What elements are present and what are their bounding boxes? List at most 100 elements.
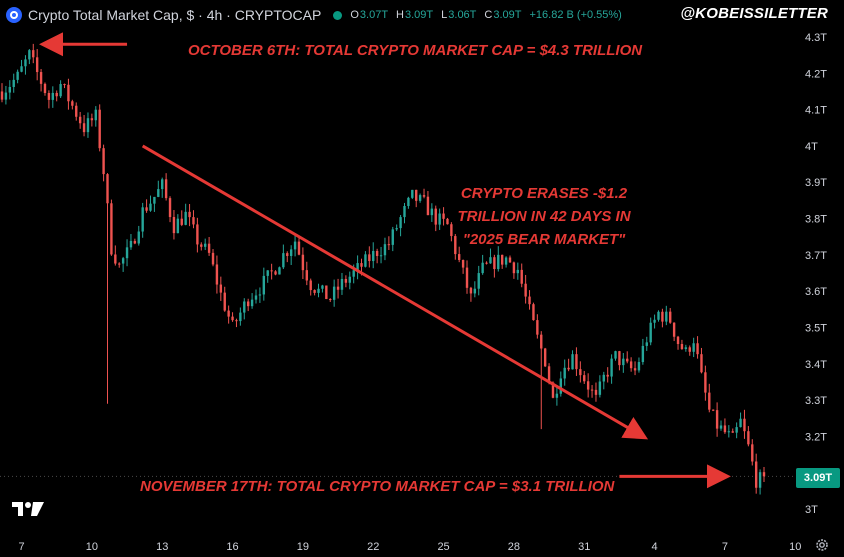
candle-body [258,294,262,296]
candle-body [669,311,672,323]
candle-body [274,271,277,275]
candle-body [39,72,43,84]
candle-body [434,208,437,225]
candle-body [512,262,516,274]
chart-header: Crypto Total Market Cap, $ · 4h · CRYPTO… [6,4,622,26]
candle-body [586,381,590,390]
candle-body [153,196,156,204]
candle-body [176,218,180,234]
candle-body [192,217,195,225]
candle-body [543,348,547,367]
y-tick-label: 3.6T [805,286,827,298]
ohlc-high: H3.09T [396,9,434,21]
candle-body [75,105,78,117]
candle-body [387,244,391,246]
crypto-cap-icon[interactable] [6,7,22,23]
x-tick-label: 25 [437,541,449,553]
candle-body [598,381,602,395]
candle-body [24,59,27,67]
candle-body [211,252,215,265]
y-tick-label: 4T [805,141,818,153]
x-tick-label: 19 [297,541,309,553]
candle-body [465,267,469,288]
candle-body [59,84,62,97]
candle-body [516,269,520,274]
candle-body [8,86,12,93]
candle-body [489,257,492,264]
chart-title[interactable]: Crypto Total Market Cap, $ · 4h · CRYPTO… [28,7,322,23]
candle-body [78,116,82,124]
candle-body [231,316,234,321]
candles [0,43,766,495]
y-tick-label: 4.2T [805,68,827,80]
candle-body [254,295,258,300]
candle-body [317,288,320,293]
candle-body [743,418,746,432]
candle-body [180,218,183,225]
bear-trend-arrow [141,144,649,440]
candle-body [360,263,363,267]
candle-body [82,123,86,133]
x-tick-label: 10 [789,541,801,553]
candle-body [204,243,207,247]
candle-body [758,472,762,488]
candle-body [332,286,336,300]
candle-body [731,431,734,433]
candle-body [754,461,758,488]
candle-body [661,311,664,322]
candle-body [715,410,719,429]
market-status-dot [333,10,343,20]
candle-body [614,351,617,359]
candle-body [399,217,402,229]
candle-body [626,358,629,362]
price-axis: 4.3T 4.2T 4.1T 4T 3.9T 3.8T 3.7T 3.6T 3.5T 3.4T 3.… [805,32,827,516]
candle-body [372,250,375,262]
x-tick-label: 31 [578,541,590,553]
candle-body [622,358,625,366]
candle-body [590,389,594,391]
candle-body [723,425,727,433]
candle-body [145,207,148,211]
candle-body [602,374,605,382]
gear-icon[interactable] [815,538,829,552]
candle-body [137,231,140,244]
candle-body [20,66,23,72]
candle-body [547,366,551,383]
candle-body [344,278,348,283]
candle-body [219,284,223,293]
candle-body [118,263,121,265]
candle-body [379,255,383,257]
y-tick-label: 4.1T [805,105,827,117]
candle-body [364,254,367,267]
candle-body [739,418,742,428]
candle-body [477,273,480,289]
candle-body [645,342,648,346]
candle-body [618,351,621,366]
candle-body [446,218,449,225]
x-tick-label: 4 [652,541,658,553]
tradingview-logo[interactable] [12,500,44,518]
candle-body [35,57,39,73]
candle-body [563,367,566,379]
candle-body [676,336,680,345]
candle-body [0,91,4,100]
candle-body [86,118,90,133]
candle-body [286,253,289,256]
candle-body [403,206,406,218]
candle-body [102,148,105,175]
candle-body [520,269,523,284]
candle-body [28,50,31,60]
candle-body [473,288,477,294]
candle-body [571,354,574,370]
candle-body [270,270,273,272]
candle-body [278,267,281,275]
candle-body [262,275,266,295]
candle-body [461,259,465,268]
candle-body [235,320,238,322]
candle-body [430,208,434,216]
candle-body [340,278,344,290]
candle-body [583,375,586,382]
candle-body [672,322,676,337]
annotation-october: OCTOBER 6TH: TOTAL CRYPTO MARKET CAP = $… [188,42,643,59]
